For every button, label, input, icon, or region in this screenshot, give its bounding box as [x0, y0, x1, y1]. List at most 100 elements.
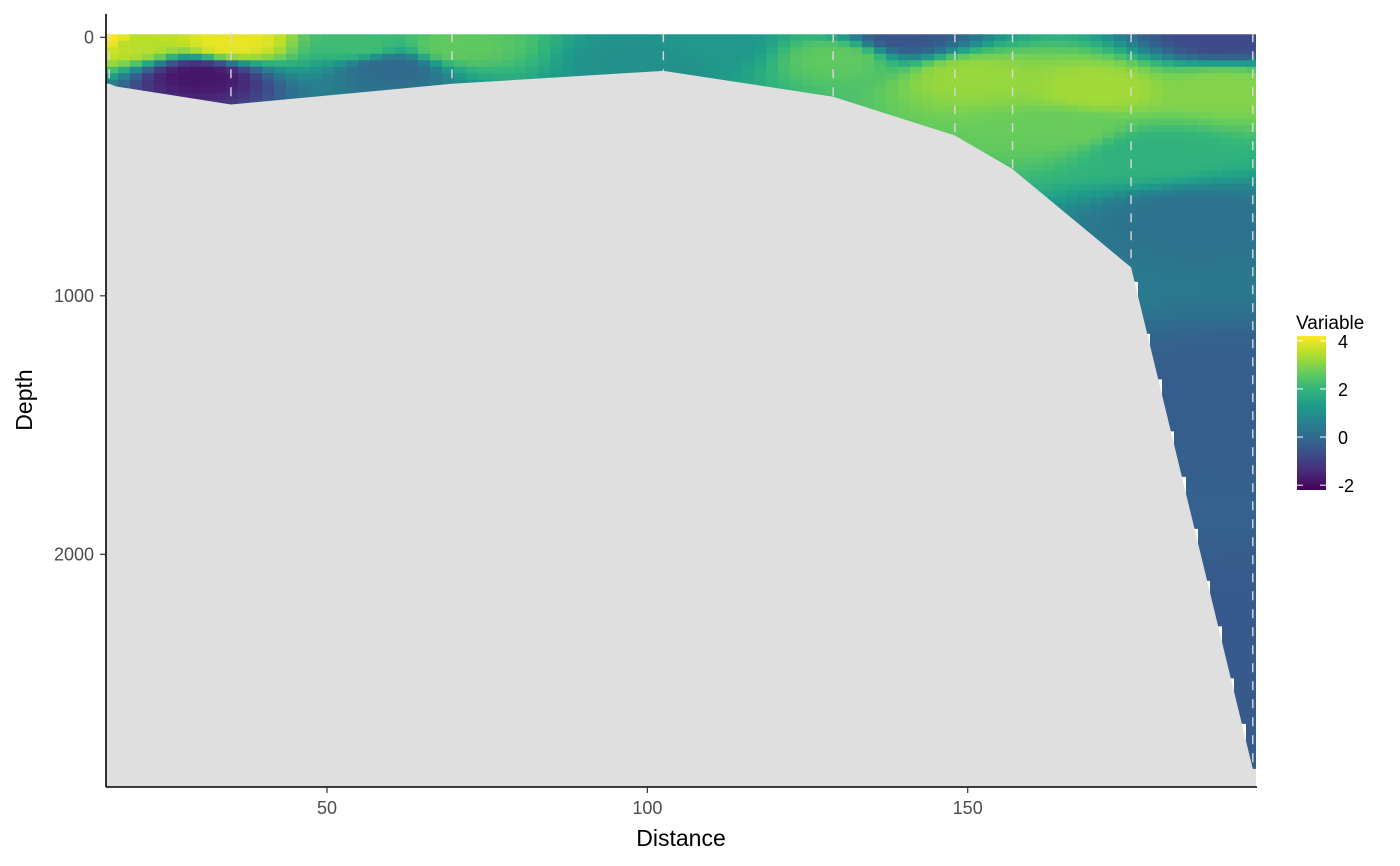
heatmap-cell [1162, 73, 1175, 81]
heatmap-cell [514, 40, 527, 48]
heatmap-cell [1078, 183, 1091, 191]
heatmap-cell [1246, 723, 1256, 731]
heatmap-cell [982, 131, 995, 139]
heatmap-cell [1222, 625, 1235, 633]
heatmap-cell [1186, 79, 1199, 87]
heatmap-cell [1198, 476, 1211, 484]
heatmap-cell [838, 92, 851, 100]
heatmap-cell [1162, 209, 1175, 217]
heatmap-cell [970, 73, 983, 81]
heatmap-cell [934, 86, 947, 94]
heatmap-cell [1150, 274, 1163, 282]
heatmap-cell [1222, 40, 1235, 48]
heatmap-cell [1090, 66, 1103, 74]
heatmap-cell [1234, 144, 1247, 152]
heatmap-cell [334, 73, 347, 81]
heatmap-cell [1018, 131, 1031, 139]
heatmap-cell [1198, 521, 1211, 529]
heatmap-cell [1174, 105, 1187, 113]
heatmap-cell [898, 47, 911, 55]
heatmap-cell [346, 40, 359, 48]
heatmap-cell [1198, 534, 1211, 542]
heatmap-cell [1126, 138, 1139, 146]
heatmap-cell [1174, 313, 1187, 321]
heatmap-cell [934, 47, 947, 55]
heatmap-cell [922, 99, 935, 107]
heatmap-cell [1186, 404, 1199, 412]
heatmap-cell [1246, 736, 1256, 744]
heatmap-cell [1198, 79, 1211, 87]
heatmap-cell [1150, 268, 1163, 276]
heatmap-cell [358, 34, 371, 42]
heatmap-cell [1234, 281, 1247, 289]
heatmap-cell [1246, 645, 1256, 653]
heatmap-cell [1210, 534, 1223, 542]
heatmap-cell [946, 118, 959, 126]
heatmap-cell [886, 86, 899, 94]
heatmap-cell [1150, 242, 1163, 250]
heatmap-cell [1210, 170, 1223, 178]
heatmap-cell [670, 60, 683, 68]
heatmap-cell [1030, 118, 1043, 126]
heatmap-cell [358, 40, 371, 48]
heatmap-cell [1102, 190, 1115, 198]
heatmap-cell [1030, 73, 1043, 81]
heatmap-cell [1030, 86, 1043, 94]
heatmap-cell [106, 79, 119, 87]
heatmap-cell [214, 86, 227, 94]
heatmap-cell [1222, 190, 1235, 198]
heatmap-cell [1246, 528, 1256, 536]
heatmap-cell [1198, 508, 1211, 516]
heatmap-cell [1246, 313, 1256, 321]
heatmap-cell [1102, 73, 1115, 81]
heatmap-cell [1210, 606, 1223, 614]
heatmap-cell [1222, 508, 1235, 516]
heatmap-cell [826, 86, 839, 94]
heatmap-cell [514, 34, 527, 42]
heatmap-cell [454, 47, 467, 55]
heatmap-cell [1234, 203, 1247, 211]
heatmap-cell [994, 138, 1007, 146]
heatmap-cell [922, 53, 935, 61]
heatmap-cell [1246, 703, 1256, 711]
heatmap-cell [1222, 125, 1235, 133]
heatmap-cell [1246, 430, 1256, 438]
heatmap-cell [370, 79, 383, 87]
heatmap-cell [1234, 307, 1247, 315]
heatmap-cell [262, 86, 275, 94]
heatmap-cell [442, 34, 455, 42]
heatmap-cell [1054, 151, 1067, 159]
heatmap-cell [910, 112, 923, 120]
heatmap-cell [1138, 125, 1151, 133]
heatmap-cell [730, 34, 743, 42]
heatmap-cell [586, 47, 599, 55]
heatmap-cell [1174, 138, 1187, 146]
heatmap-cell [1234, 248, 1247, 256]
heatmap-cell [178, 53, 191, 61]
heatmap-cell [1198, 378, 1211, 386]
heatmap-cell [730, 40, 743, 48]
heatmap-cell [730, 66, 743, 74]
heatmap-cell [406, 40, 419, 48]
heatmap-cell [1210, 567, 1223, 575]
heatmap-cell [1066, 183, 1079, 191]
heatmap-cell [310, 86, 323, 94]
heatmap-cell [1138, 255, 1151, 263]
heatmap-cell [1030, 34, 1043, 42]
heatmap-cell [1174, 339, 1187, 347]
heatmap-cell [1162, 196, 1175, 204]
heatmap-cell [310, 92, 323, 100]
heatmap-cell [802, 79, 815, 87]
heatmap-cell [814, 47, 827, 55]
heatmap-cell [298, 66, 311, 74]
heatmap-cell [1222, 456, 1235, 464]
heatmap-cell [1066, 47, 1079, 55]
heatmap-cell [1198, 352, 1211, 360]
heatmap-cell [1246, 411, 1256, 419]
heatmap-cell [1234, 658, 1247, 666]
heatmap-cell [1066, 112, 1079, 120]
heatmap-cell [994, 125, 1007, 133]
heatmap-cell [1186, 489, 1199, 497]
heatmap-cell [1066, 66, 1079, 74]
heatmap-cell [106, 60, 119, 68]
